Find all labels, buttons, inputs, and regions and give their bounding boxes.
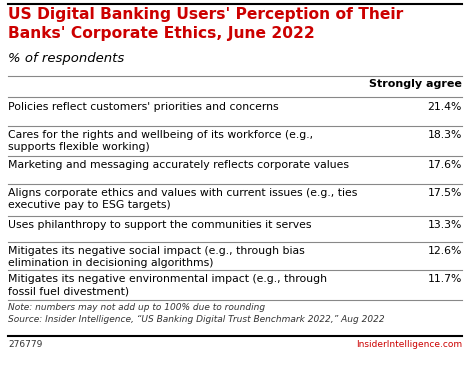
Text: Source: Insider Intelligence, “US Banking Digital Trust Benchmark 2022,” Aug 202: Source: Insider Intelligence, “US Bankin… bbox=[8, 315, 384, 324]
Text: 11.7%: 11.7% bbox=[428, 274, 462, 284]
Text: 12.6%: 12.6% bbox=[428, 246, 462, 256]
Text: Uses philanthropy to support the communities it serves: Uses philanthropy to support the communi… bbox=[8, 220, 312, 230]
Text: 276779: 276779 bbox=[8, 340, 42, 349]
Text: Cares for the rights and wellbeing of its workforce (e.g.,
supports flexible wor: Cares for the rights and wellbeing of it… bbox=[8, 130, 313, 152]
Text: Strongly agree: Strongly agree bbox=[369, 79, 462, 89]
Text: Note: numbers may not add up to 100% due to rounding: Note: numbers may not add up to 100% due… bbox=[8, 303, 265, 312]
Text: Banks' Corporate Ethics, June 2022: Banks' Corporate Ethics, June 2022 bbox=[8, 26, 315, 41]
Text: Policies reflect customers' priorities and concerns: Policies reflect customers' priorities a… bbox=[8, 102, 279, 112]
Text: 13.3%: 13.3% bbox=[428, 220, 462, 230]
Text: % of respondents: % of respondents bbox=[8, 52, 124, 65]
Text: US Digital Banking Users' Perception of Their: US Digital Banking Users' Perception of … bbox=[8, 7, 403, 22]
Text: 21.4%: 21.4% bbox=[428, 102, 462, 112]
Text: Aligns corporate ethics and values with current issues (e.g., ties
executive pay: Aligns corporate ethics and values with … bbox=[8, 188, 357, 210]
Text: InsiderIntelligence.com: InsiderIntelligence.com bbox=[356, 340, 462, 349]
Text: 17.5%: 17.5% bbox=[428, 188, 462, 198]
Text: 17.6%: 17.6% bbox=[428, 160, 462, 170]
Text: Mitigates its negative environmental impact (e.g., through
fossil fuel divestmen: Mitigates its negative environmental imp… bbox=[8, 274, 327, 296]
Text: Marketing and messaging accurately reflects corporate values: Marketing and messaging accurately refle… bbox=[8, 160, 349, 170]
Text: Mitigates its negative social impact (e.g., through bias
elimination in decision: Mitigates its negative social impact (e.… bbox=[8, 246, 305, 268]
Text: 18.3%: 18.3% bbox=[428, 130, 462, 140]
